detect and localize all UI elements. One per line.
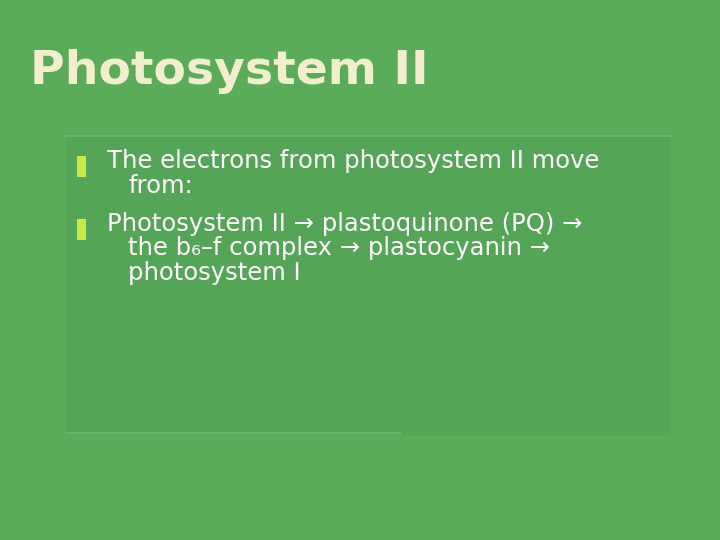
- Text: Photosystem II: Photosystem II: [30, 49, 429, 94]
- Text: photosystem I: photosystem I: [128, 261, 301, 285]
- Bar: [77, 156, 86, 177]
- FancyBboxPatch shape: [66, 135, 671, 435]
- Text: Photosystem II → plastoquinone (PQ) →: Photosystem II → plastoquinone (PQ) →: [107, 212, 582, 236]
- Bar: [77, 219, 86, 240]
- Text: the b₆–f complex → plastocyanin →: the b₆–f complex → plastocyanin →: [128, 237, 550, 260]
- Text: from:: from:: [128, 174, 193, 198]
- Text: The electrons from photosystem II move: The electrons from photosystem II move: [107, 150, 599, 173]
